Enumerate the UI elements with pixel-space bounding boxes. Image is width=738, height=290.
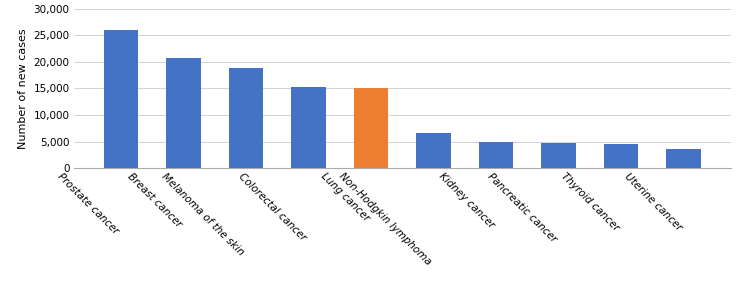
Bar	[229, 68, 263, 168]
Bar	[604, 144, 638, 168]
Bar	[292, 87, 325, 168]
Bar	[416, 133, 451, 168]
Bar	[479, 142, 513, 168]
Bar	[354, 88, 388, 168]
Y-axis label: Number of new cases: Number of new cases	[18, 28, 28, 149]
Bar	[666, 149, 701, 168]
Bar	[166, 58, 201, 168]
Bar	[542, 143, 576, 168]
Bar	[103, 30, 138, 168]
